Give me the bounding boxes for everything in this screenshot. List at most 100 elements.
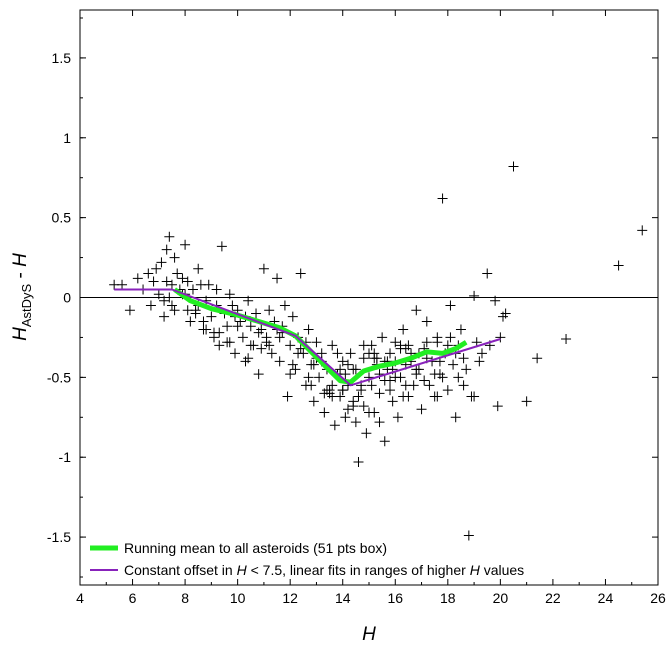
data-point — [311, 337, 322, 348]
data-point — [203, 279, 214, 290]
y-tick-label: 1 — [63, 130, 71, 146]
data-point — [224, 337, 235, 348]
data-point — [303, 324, 314, 335]
data-point — [450, 412, 461, 423]
data-point — [187, 284, 198, 295]
data-point — [258, 263, 269, 274]
data-point — [476, 348, 487, 359]
data-point — [243, 295, 254, 306]
data-point — [161, 244, 172, 255]
data-point — [282, 391, 293, 402]
data-point — [490, 295, 501, 306]
data-point — [224, 289, 235, 300]
data-point — [419, 375, 430, 386]
data-point — [314, 372, 325, 383]
legend-label-part-2: H — [237, 562, 248, 578]
data-point — [319, 388, 330, 399]
data-point — [337, 385, 348, 396]
data-point — [613, 260, 624, 271]
data-point — [274, 332, 285, 343]
legend-label-part-1: Constant offset in — [124, 562, 237, 578]
data-point — [287, 359, 298, 370]
data-point — [387, 396, 398, 407]
data-point — [117, 279, 128, 290]
data-point — [274, 356, 285, 367]
data-point — [253, 369, 264, 380]
data-point — [492, 401, 503, 412]
data-point — [222, 321, 233, 332]
data-point — [500, 308, 511, 319]
data-point — [303, 372, 314, 383]
data-point — [437, 193, 448, 204]
legend: Running mean to all asteroids (51 pts bo… — [90, 540, 524, 578]
data-point — [461, 364, 472, 375]
data-point — [148, 276, 159, 287]
x-tick-label: 4 — [76, 590, 84, 606]
data-point — [421, 337, 432, 348]
data-point — [448, 359, 459, 370]
data-point — [201, 324, 212, 335]
data-point — [166, 300, 177, 311]
y-axis-label-main: H — [10, 327, 31, 341]
data-point — [327, 340, 338, 351]
x-tick-label: 24 — [598, 590, 614, 606]
data-point — [390, 337, 401, 348]
data-point — [216, 241, 227, 252]
data-point — [327, 380, 338, 391]
fit-lines — [114, 287, 501, 387]
data-point — [411, 305, 422, 316]
data-point — [364, 407, 374, 418]
data-point — [172, 268, 183, 279]
data-point — [145, 300, 156, 311]
data-point — [164, 231, 175, 242]
y-tick-label: -1 — [59, 449, 72, 465]
data-point — [445, 332, 456, 343]
data-point — [495, 332, 506, 343]
data-point — [508, 161, 519, 172]
data-point — [348, 396, 359, 407]
data-point — [424, 380, 435, 391]
data-point — [390, 372, 401, 383]
x-tick-label: 8 — [181, 590, 189, 606]
data-point — [232, 321, 243, 332]
data-point — [400, 380, 411, 391]
data-point — [261, 332, 272, 343]
legend-label-constant-offset: Constant offset in H < 7.5, linear fits … — [124, 562, 524, 578]
data-point — [377, 332, 388, 343]
data-point — [353, 457, 364, 468]
data-point — [432, 337, 443, 348]
data-point — [264, 340, 275, 351]
data-point — [166, 279, 177, 290]
data-point — [290, 364, 301, 375]
data-point — [245, 340, 256, 351]
data-point — [458, 353, 469, 364]
data-point — [264, 305, 275, 316]
data-point — [206, 311, 217, 322]
x-tick-label: 14 — [335, 590, 351, 606]
x-tick-label: 22 — [545, 590, 561, 606]
data-point — [345, 348, 356, 359]
data-point — [358, 401, 369, 412]
data-point — [482, 268, 493, 279]
legend-label-part-3: < 7.5, linear fits in ranges of higher — [247, 562, 470, 578]
data-point — [306, 380, 317, 391]
data-point — [385, 385, 396, 396]
data-point — [243, 353, 254, 364]
data-point — [458, 380, 469, 391]
data-point — [364, 348, 374, 359]
y-tick-label: 0 — [63, 290, 71, 306]
data-point — [366, 380, 377, 391]
data-point — [198, 316, 209, 327]
data-point — [348, 364, 359, 375]
data-point — [445, 300, 456, 311]
data-point — [400, 343, 411, 354]
data-point — [132, 273, 143, 284]
data-point — [637, 225, 648, 236]
data-point — [455, 324, 466, 335]
data-point — [385, 375, 396, 386]
data-point — [432, 391, 443, 402]
data-point — [208, 327, 219, 338]
data-point — [295, 268, 306, 279]
y-axis-label: HAstDyS - H — [10, 253, 34, 341]
scatter-points — [109, 161, 648, 541]
